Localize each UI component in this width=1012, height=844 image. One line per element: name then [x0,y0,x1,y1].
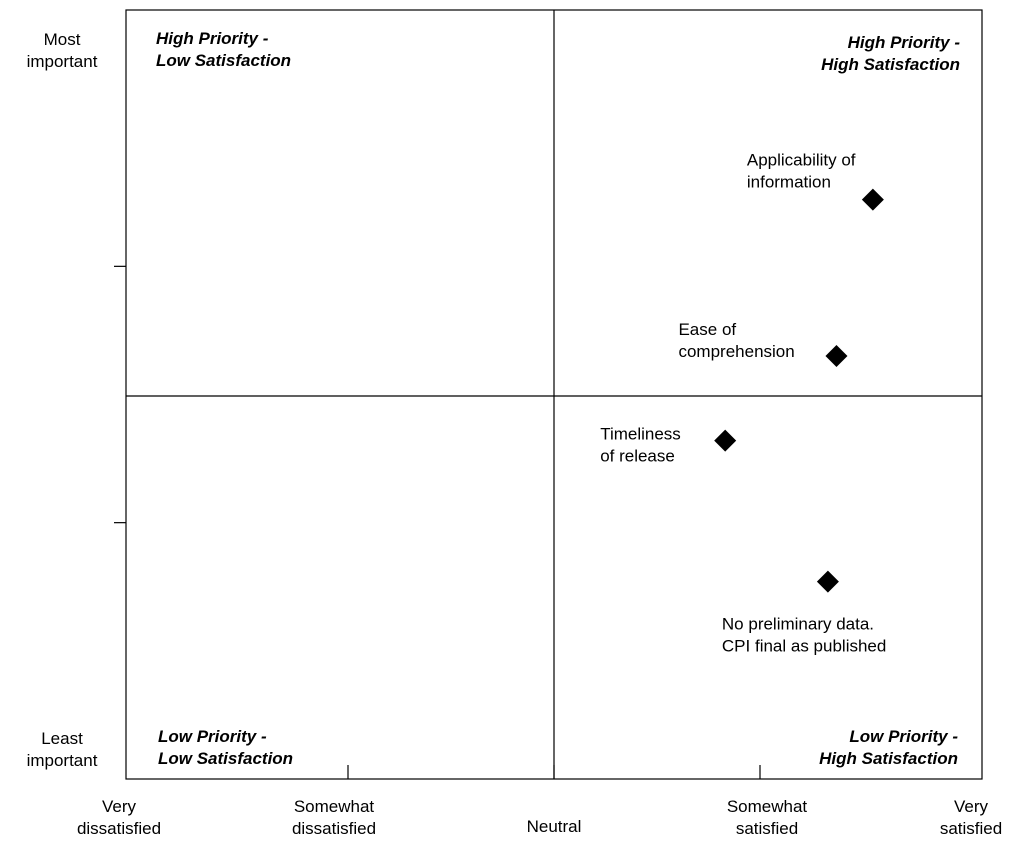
x-tick-label: Somewhat dissatisfied [292,797,376,838]
x-tick-label-line: Very [954,797,989,816]
data-point-label-line: comprehension [678,342,794,361]
y-tick-label-line: important [27,751,98,770]
quadrant-label-bottom-right: Low Priority - High Satisfaction [819,727,958,768]
quadrant-label-bottom-left-line: Low Priority - [158,727,267,746]
quadrant-label-top-right: High Priority - High Satisfaction [821,33,960,74]
data-point-label-line: No preliminary data. [722,615,874,634]
x-tick-label: Somewhat satisfied [727,797,808,838]
data-point [714,429,737,452]
data-point-label: Ease of comprehension [678,320,794,361]
data-point-label-line: information [747,173,831,192]
data-point-label-line: Applicability of [747,151,856,170]
data-point-label: Timeliness of release [600,425,681,466]
x-tick-label: Neutral [527,817,582,836]
quadrant-label-top-left: High Priority - Low Satisfaction [156,29,291,70]
data-point-label-line: CPI final as published [722,637,886,656]
data-point-label: No preliminary data. CPI final as publish… [722,615,886,656]
x-tick-label-line: dissatisfied [77,819,161,838]
quadrant-label-top-left-line: Low Satisfaction [156,51,291,70]
y-tick-label-line: important [27,52,98,71]
data-point [816,570,839,593]
quadrant-label-top-right-line: High Satisfaction [821,55,960,74]
x-tick-label-line: satisfied [940,819,1002,838]
data-point-label-line: of release [600,447,675,466]
y-tick-label-line: Most [44,30,81,49]
x-tick-label: Very satisfied [940,797,1002,838]
x-tick-label-line: Somewhat [294,797,375,816]
quadrant-label-top-left-line: High Priority - [156,29,269,48]
x-tick-label-line: Very [102,797,137,816]
data-point-label: Applicability of information [747,151,856,192]
x-tick-label-line: satisfied [736,819,798,838]
y-tick-label-line: Least [41,729,83,748]
quadrant-label-bottom-left: Low Priority - Low Satisfaction [158,727,293,768]
x-tick-label: Very dissatisfied [77,797,161,838]
x-tick-label-line: Neutral [527,817,582,836]
x-tick-label-line: dissatisfied [292,819,376,838]
data-point [825,345,848,368]
y-tick-label: Most important [27,30,98,71]
data-point-label-line: Ease of [678,320,736,339]
quadrant-label-top-right-line: High Priority - [848,33,961,52]
quadrant-label-bottom-right-line: High Satisfaction [819,749,958,768]
quadrant-label-bottom-left-line: Low Satisfaction [158,749,293,768]
data-point-label-line: Timeliness [600,425,681,444]
x-tick-label-line: Somewhat [727,797,808,816]
quadrant-label-bottom-right-line: Low Priority - [849,727,958,746]
data-point [861,188,884,211]
y-tick-label: Least important [27,729,98,770]
